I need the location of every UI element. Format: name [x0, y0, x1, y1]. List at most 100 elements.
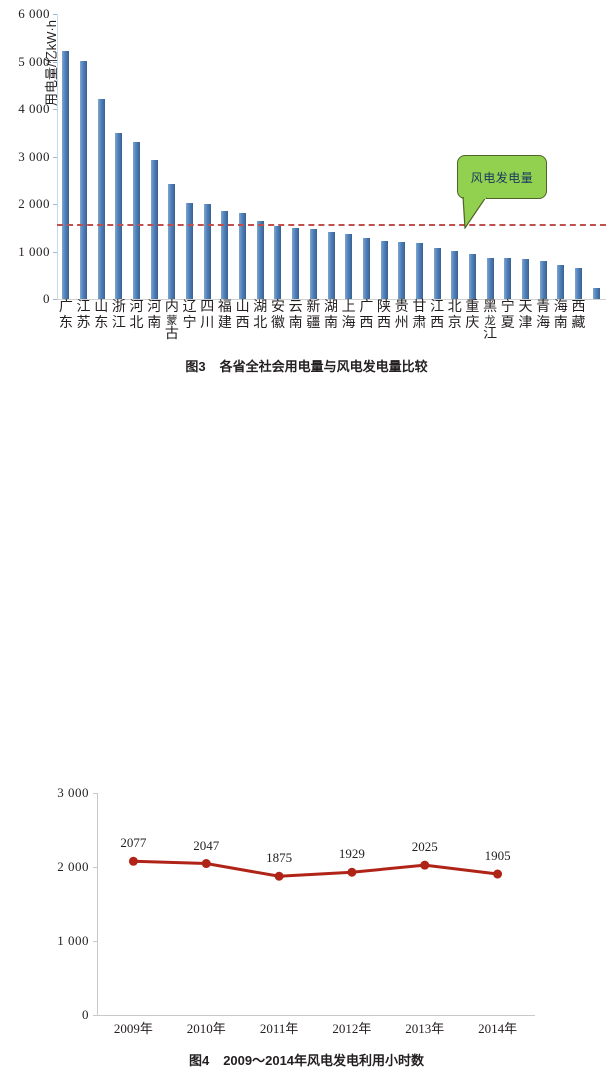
- chart1-x-tick-label: 河南: [147, 300, 162, 331]
- chart2-data-label: 1875: [266, 850, 293, 866]
- chart2-x-tick-label: 2013年: [405, 1021, 445, 1036]
- chart2-y-tick: 1 000: [57, 933, 97, 949]
- chart1-x-tick-label: 内蒙古: [164, 300, 179, 342]
- chart1-x-tick-label: 河北: [129, 300, 144, 331]
- chart1-x-tick-label: 黑龙江: [483, 300, 498, 342]
- chart2-data-label: 2047: [193, 837, 220, 853]
- chart2-y-tick: 0: [82, 1007, 97, 1023]
- chart2-plot-area: 0 1 000 2 000 3 000 2077 2047 1875 1929 2025 190…: [57, 785, 534, 1022]
- chart1-x-tick-label: 西藏: [571, 300, 586, 331]
- chart1-x-axis-line: [57, 299, 606, 300]
- chart1-bar: [521, 258, 529, 299]
- figure3-caption-text: 各省全社会用电量与风电发电量比较: [219, 359, 428, 374]
- chart1-x-tick-label: 青海: [536, 300, 551, 331]
- chart1-bar: [327, 231, 335, 299]
- chart1-bar: [309, 228, 317, 299]
- chart1-y-tick: 3 000: [18, 149, 57, 165]
- chart1-x-axis-labels: 广东江苏山东浙江河北河南内蒙古辽宁四川福建山西湖北安徽云南新疆湖南上海广西陕西贵…: [57, 300, 606, 352]
- chart1-y-tick: 2 000: [18, 196, 57, 212]
- chart2-data-point: [274, 871, 284, 881]
- chart1-bar: [292, 227, 300, 299]
- chart1-x-tick-label: 江西: [430, 300, 445, 331]
- chart1-x-tick-label: 湖南: [324, 300, 338, 331]
- chart1-bar: [362, 237, 370, 299]
- chart1-y-tick: 4 000: [18, 101, 57, 117]
- chart1-bar: [398, 242, 406, 299]
- chart2-data-point: [493, 869, 503, 879]
- chart1-bar: [486, 257, 494, 299]
- chart1-bar: [274, 225, 282, 299]
- chart1-bar: [574, 267, 582, 299]
- chart1-x-tick-label: 贵州: [394, 300, 409, 331]
- chart1-bar: [380, 241, 388, 299]
- figure3-caption-number: 图3: [185, 359, 206, 374]
- chart1-x-tick-label: 陕西: [377, 300, 392, 331]
- chart2-data-point: [201, 859, 211, 869]
- chart2-line-series: [128, 856, 503, 881]
- chart1-x-tick-label: 新疆: [306, 300, 321, 331]
- chart2-data-label: 2077: [120, 835, 147, 851]
- figure4-caption-number: 图4: [188, 1053, 210, 1068]
- chart1-x-tick-label: 湖北: [253, 300, 268, 331]
- chart1-x-tick-label: 重庆: [465, 300, 480, 331]
- chart1-x-tick-label: 山西: [235, 300, 250, 331]
- chart1-y-axis-line: [57, 14, 58, 300]
- wind-power-callout: 风电发电量: [457, 155, 547, 199]
- chart1-bar: [133, 141, 141, 299]
- chart1-y-tick: 0: [43, 291, 57, 307]
- chart1-bar: [186, 202, 194, 299]
- chart1-bar: [468, 254, 476, 299]
- chart1-bar: [97, 99, 105, 299]
- chart1-bar: [221, 211, 229, 299]
- chart2-data-point: [420, 860, 430, 870]
- chart1-y-tick: 5 000: [18, 54, 57, 70]
- chart2-x-tick-label: 2010年: [186, 1021, 226, 1036]
- chart1-x-tick-label: 浙江: [111, 300, 126, 331]
- chart1-bar: [62, 51, 70, 299]
- chart2-data-point: [128, 856, 138, 866]
- chart1-bar: [504, 258, 512, 299]
- chart2-data-label: 2025: [411, 839, 438, 855]
- chart1-x-tick-label: 宁夏: [500, 300, 515, 331]
- chart1-bar: [168, 184, 176, 299]
- figure-wind-utilization-hours: 0 1 000 2 000 3 000 2077 2047 1875 1929 2025 190…: [0, 385, 613, 1068]
- chart1-x-tick-label: 四川: [200, 300, 215, 331]
- wind-power-callout-tail-icon: [462, 197, 487, 229]
- chart1-bar: [203, 203, 211, 299]
- chart2-x-tick-label: 2012年: [332, 1021, 372, 1036]
- chart1-bar: [256, 220, 264, 299]
- wind-power-callout-label: 风电发电量: [470, 170, 534, 185]
- chart1-x-tick-label: 山东: [94, 300, 109, 331]
- chart1-bar: [592, 287, 600, 299]
- chart1-x-tick-label: 安徽: [270, 300, 285, 331]
- chart1-x-tick-label: 广西: [359, 300, 374, 331]
- chart1-x-tick-label: 广东: [58, 300, 73, 331]
- figure4-caption: 图4 2009～2014年风电发电利用小时数: [0, 1050, 613, 1069]
- chart2-data-label: 1929: [338, 846, 365, 862]
- chart1-bar: [150, 160, 158, 299]
- chart1-x-tick-label: 天津: [518, 300, 533, 331]
- chart1-x-tick-label: 甘肃: [412, 300, 427, 331]
- chart1-x-tick-label: 福建: [217, 300, 232, 331]
- figure4-caption-text: 2009～2014年风电发电利用小时数: [223, 1053, 425, 1068]
- chart2-x-tick-label: 2009年: [113, 1021, 153, 1036]
- chart1-bar: [433, 247, 441, 299]
- chart1-bar: [557, 265, 565, 299]
- chart2-x-axis-line: [97, 1015, 535, 1016]
- chart1-y-tick: 1 000: [18, 244, 57, 260]
- chart1-x-tick-label: 海南: [553, 300, 568, 331]
- chart1-x-tick-label: 辽宁: [182, 300, 197, 331]
- chart1-y-tick: 6 000: [18, 6, 57, 22]
- chart1-bar: [451, 251, 459, 299]
- chart1-x-tick-label: 江苏: [76, 300, 91, 331]
- chart2-line-path: [133, 859, 498, 878]
- chart1-x-tick-label: 北京: [447, 300, 462, 331]
- chart2-x-axis-labels: 2009年 2010年 2011年 2012年 2013年 2014年: [97, 1018, 534, 1040]
- chart1-bar: [415, 242, 423, 299]
- chart2-x-tick-label: 2014年: [478, 1021, 518, 1036]
- figure3-caption: 图3 各省全社会用电量与风电发电量比较: [0, 356, 613, 375]
- chart1-x-tick-label: 云南: [288, 300, 303, 331]
- chart1-threshold-line: [57, 224, 606, 227]
